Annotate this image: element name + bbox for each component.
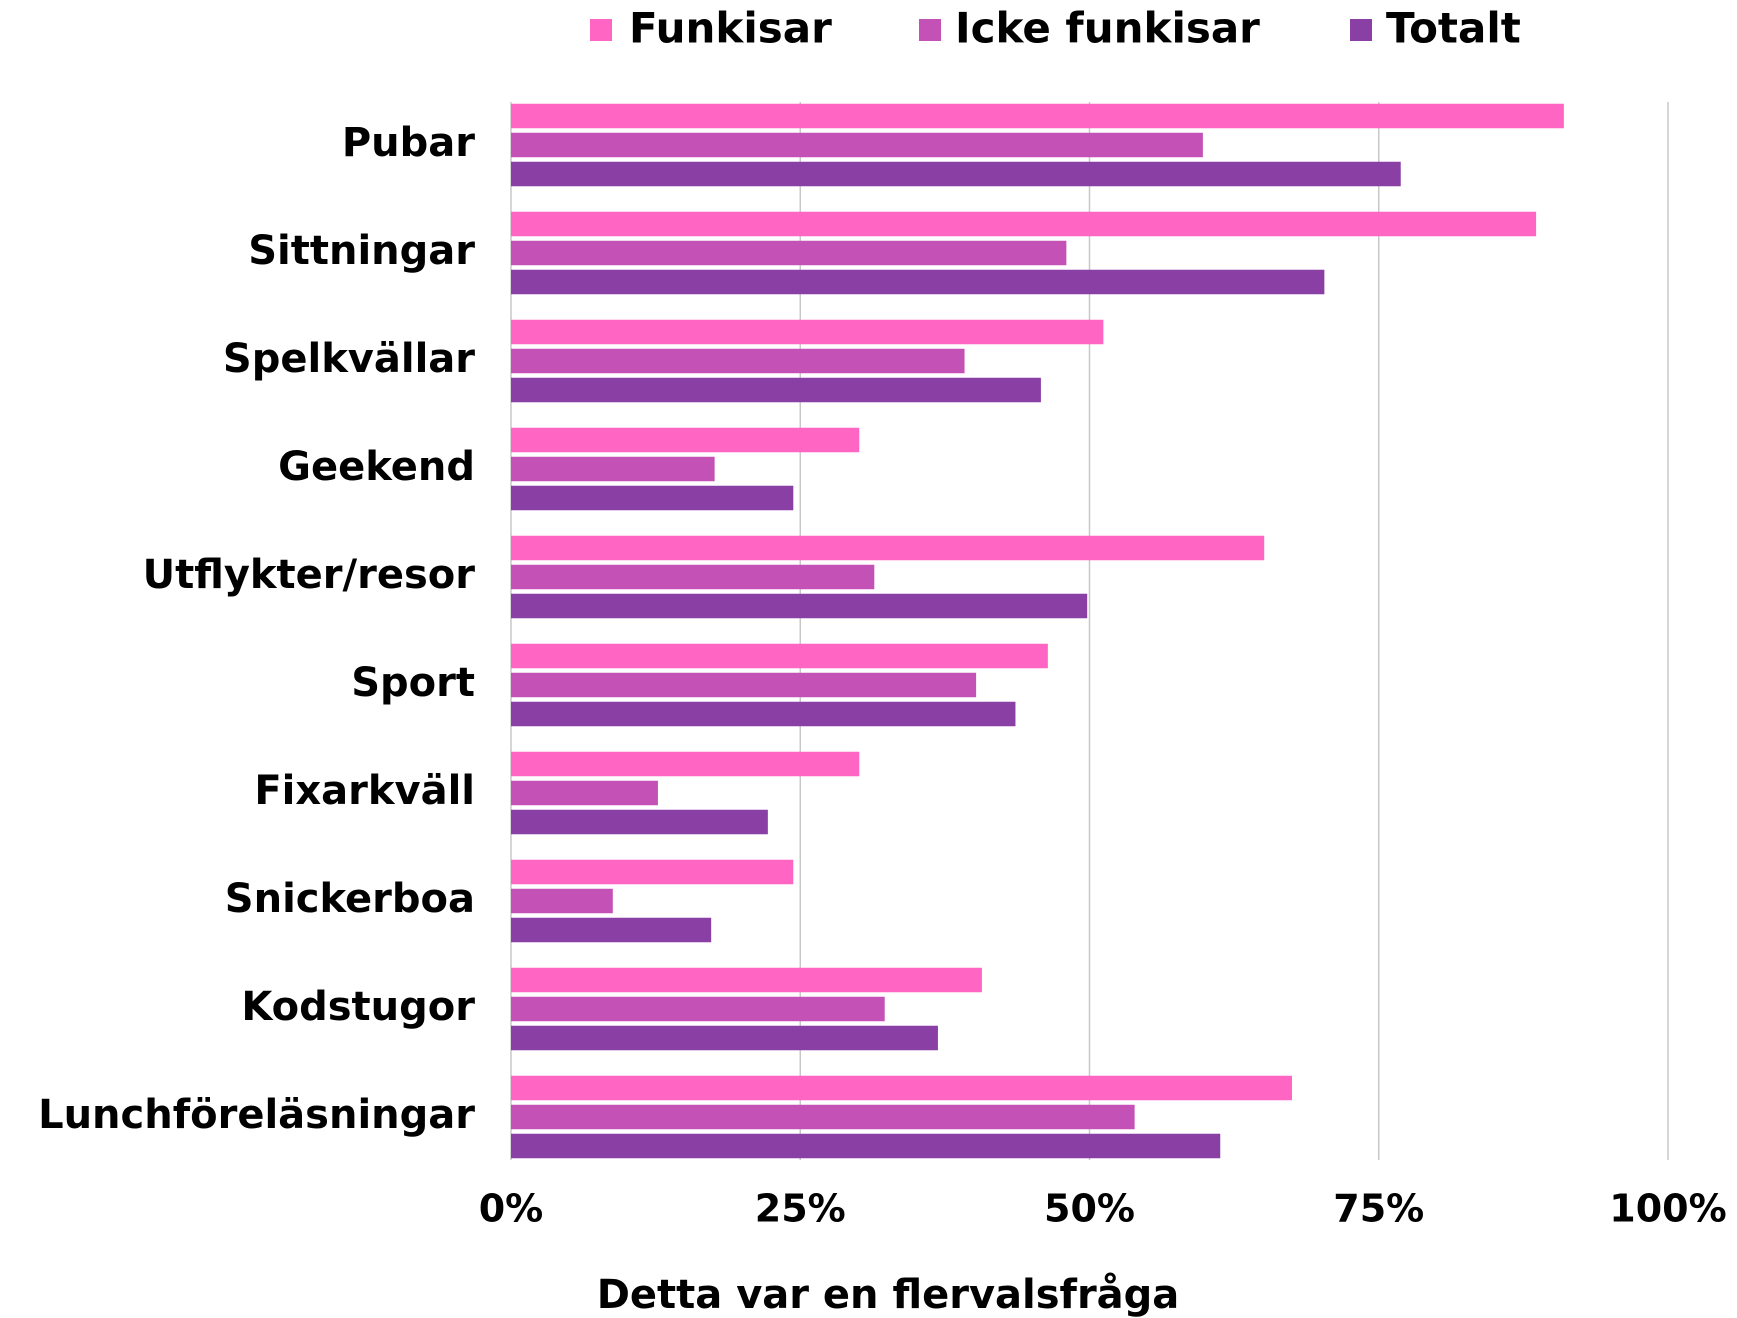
bar <box>511 701 1016 727</box>
bar <box>511 211 1537 237</box>
bar <box>511 859 794 885</box>
bar <box>511 427 860 453</box>
y-tick-label: Pubar <box>342 120 475 166</box>
bar <box>511 967 982 993</box>
y-tick-label: Kodstugor <box>241 984 475 1030</box>
y-tick-label: Sport <box>351 660 475 706</box>
bar <box>511 1104 1135 1130</box>
bar <box>511 132 1203 158</box>
legend-label: Funkisar <box>629 4 832 53</box>
bar <box>511 456 715 482</box>
x-axis-label: Detta var en flervalsfråga <box>597 1271 1180 1318</box>
legend-swatch <box>1350 19 1372 41</box>
x-tick-label: 0% <box>479 1187 544 1231</box>
x-tick-label: 75% <box>1333 1187 1424 1231</box>
bar <box>511 240 1067 266</box>
bar <box>511 1025 938 1051</box>
bar <box>511 751 860 777</box>
bar <box>511 269 1325 295</box>
legend-swatch <box>590 19 612 41</box>
bar <box>511 996 885 1022</box>
bar <box>511 780 658 806</box>
y-tick-label: Lunchföreläsningar <box>38 1092 475 1138</box>
bar <box>511 564 875 590</box>
bar <box>511 643 1048 669</box>
bar <box>511 917 712 943</box>
legend-label: Totalt <box>1386 4 1521 53</box>
bar <box>511 1075 1292 1101</box>
y-tick-label: Snickerboa <box>225 876 475 922</box>
bar <box>511 161 1401 187</box>
y-tick-label: Utflykter/resor <box>143 552 476 598</box>
y-tick-label: Spelkvällar <box>223 336 475 382</box>
x-tick-label: 25% <box>755 1187 846 1231</box>
bar <box>511 377 1041 403</box>
y-tick-label: Geekend <box>278 444 475 490</box>
x-tick-label: 50% <box>1044 1187 1135 1231</box>
x-tick-label: 100% <box>1609 1187 1726 1231</box>
legend-label: Icke funkisar <box>955 4 1260 53</box>
bar <box>511 672 977 698</box>
bar <box>511 348 965 374</box>
bar <box>511 1133 1221 1159</box>
legend-swatch <box>919 19 941 41</box>
bar <box>511 319 1104 345</box>
y-tick-label: Sittningar <box>248 228 475 274</box>
bar <box>511 888 613 914</box>
bar <box>511 485 794 511</box>
y-tick-label: Fixarkväll <box>254 768 475 814</box>
bar <box>511 103 1564 129</box>
bar <box>511 535 1265 561</box>
bar <box>511 809 768 835</box>
bar <box>511 593 1088 619</box>
